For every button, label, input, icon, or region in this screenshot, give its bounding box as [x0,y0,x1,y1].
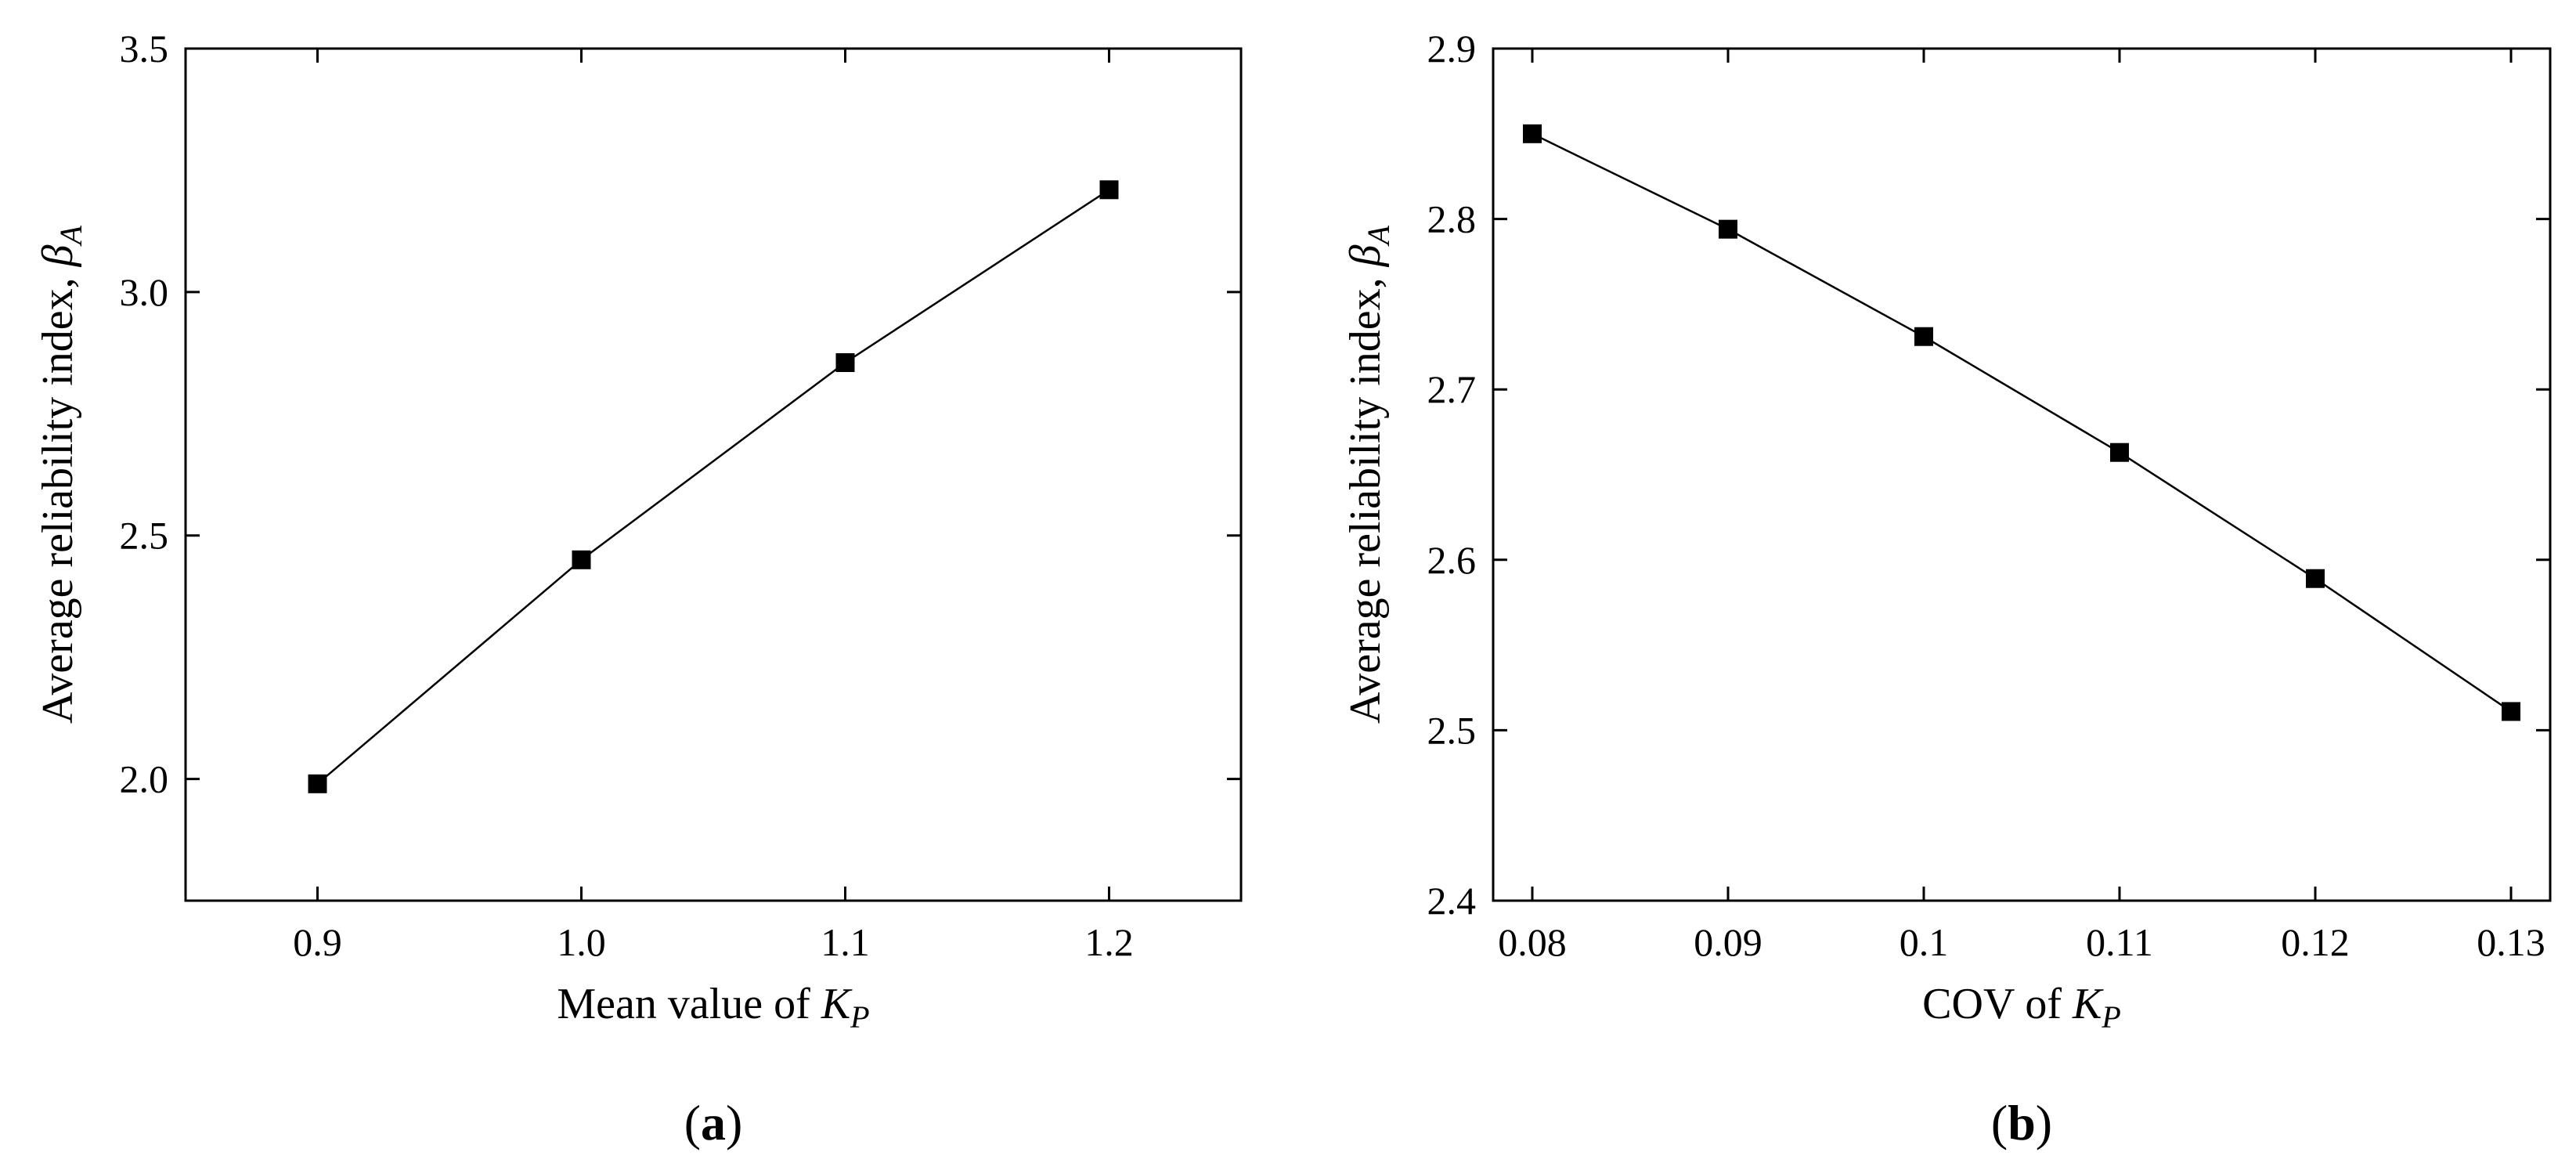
plot-frame [184,47,1243,902]
x-tick-label: 0.13 [2477,920,2545,964]
x-tick-label: 0.1 [1900,920,1949,964]
y-axis-title: Average reliability index, βA [34,225,88,724]
data-point [835,353,855,373]
panel-label: (a) [684,1095,743,1151]
y-tick-label: 2.7 [1427,367,1477,411]
chart-panel-b: 0.08 0.09 0.1 0.11 0.12 0.13 2.4 2.5 2.6 2.7 2.8 2.… [1341,27,2552,1151]
data-point [1099,180,1119,200]
x-tick-label: 0.09 [1694,920,1762,964]
plot-frame [1492,47,2552,902]
panel-label: (b) [1991,1095,2052,1151]
data-point [1914,327,1933,346]
series-line [316,189,1110,785]
x-tick-label: 0.12 [2281,920,2350,964]
x-axis-title: COV of KP [1922,980,2121,1035]
x-tick-label: 0.08 [1498,920,1567,964]
y-tick-label: 2.9 [1427,27,1477,70]
x-tick-label: 1.2 [1084,920,1134,964]
data-point [2110,443,2129,462]
y-tick-label: 2.0 [120,757,169,801]
data-point [2502,702,2520,721]
y-tick-label: 2.6 [1427,538,1477,582]
y-tick-label: 3.5 [120,27,169,70]
data-point [2306,569,2325,588]
x-axis-title: Mean value of KP [557,980,869,1035]
y-axis-title: Average reliability index, βA [1341,225,1396,724]
x-tick-label: 1.0 [557,920,606,964]
series-line [1532,132,2512,713]
x-tick-label: 0.11 [2086,920,2153,964]
data-point [1523,124,1542,143]
data-point [308,774,327,793]
x-tick-label: 1.1 [821,920,870,964]
y-tick-label: 2.5 [1427,708,1477,752]
chart-panel-a: 0.9 1.0 1.1 1.2 2.0 2.5 3.0 3.5 Mean value of KP… [34,27,1243,1151]
data-point [1719,219,1737,239]
y-tick-label: 3.0 [120,270,169,314]
x-tick-label: 0.9 [293,920,342,964]
y-tick-label: 2.8 [1427,197,1477,241]
y-tick-label: 2.4 [1427,879,1477,923]
y-tick-label: 2.5 [120,514,169,558]
data-point [572,550,591,569]
